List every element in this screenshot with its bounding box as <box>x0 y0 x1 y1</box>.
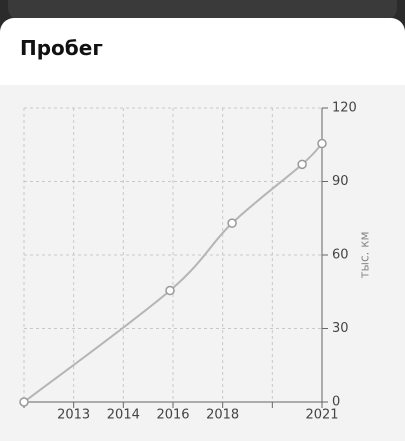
tab <box>8 0 397 20</box>
chart-area <box>0 85 405 441</box>
x-tick-label: 2014 <box>107 408 140 423</box>
title: Пробег <box>20 36 103 60</box>
y-axis-label: тыс. км <box>358 232 372 279</box>
point <box>19 397 29 407</box>
point <box>165 285 175 296</box>
x-tick-label: 2018 <box>206 408 239 423</box>
y-tick-label: 30 <box>332 321 349 336</box>
x-tick-label: 2013 <box>57 408 90 423</box>
y-tick-label: 0 <box>332 395 340 410</box>
point <box>317 138 327 149</box>
point <box>227 218 237 228</box>
x-tick-label: 2021 <box>305 408 338 423</box>
x-tick-label: 2016 <box>156 408 189 423</box>
y-tick-label: 90 <box>332 174 349 189</box>
y-tick-label: 60 <box>332 248 349 263</box>
point <box>297 159 307 170</box>
y-tick-label: 120 <box>332 101 357 116</box>
